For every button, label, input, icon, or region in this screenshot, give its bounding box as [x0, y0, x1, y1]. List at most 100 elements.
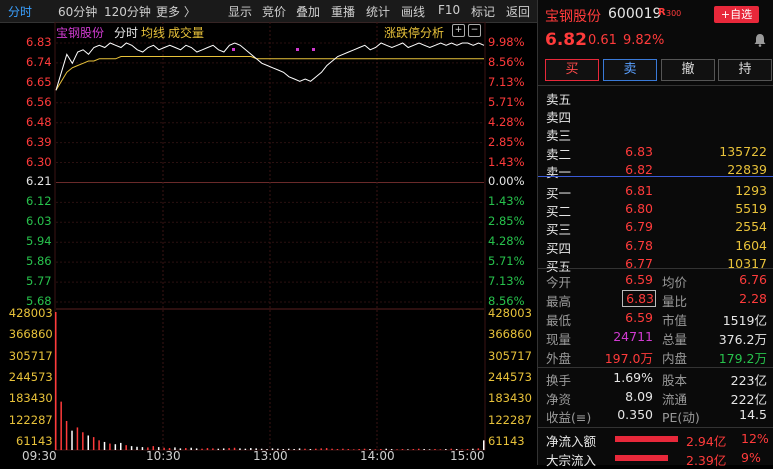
limit-analysis-button[interactable]: 涨跌停分析: [384, 26, 445, 40]
r-badge: R: [658, 7, 666, 18]
volume-bar: [277, 448, 279, 450]
book-price[interactable]: 6.80: [625, 201, 653, 217]
book-volume: 1293: [735, 183, 767, 198]
zoom-in-icon[interactable]: +: [452, 24, 465, 37]
back-button[interactable]: 返回: [506, 5, 531, 19]
price-tick-label: 6.74: [26, 54, 52, 69]
outer-value: 197.0万: [604, 351, 653, 366]
price-tick-label: 6.12: [26, 194, 52, 209]
open-label: 今开: [546, 275, 572, 290]
stats-button[interactable]: 统计: [366, 5, 391, 19]
volume-bar: [325, 448, 328, 450]
volume-bar: [439, 449, 442, 450]
book-price[interactable]: 6.79: [625, 219, 653, 235]
price-tick-label: 6.39: [26, 134, 52, 149]
nav-label: 净资: [546, 392, 572, 407]
replay-button[interactable]: 重播: [331, 5, 356, 19]
book-volume: 135722: [719, 143, 767, 159]
volume-bar: [228, 448, 230, 450]
tab-more[interactable]: 更多 〉: [156, 5, 196, 19]
volume-bar: [152, 446, 155, 450]
add-watchlist-button[interactable]: +自选: [714, 6, 759, 23]
capital-label: 股本: [662, 373, 688, 388]
book-level-label: 卖四: [546, 110, 572, 126]
volume-bar: [304, 448, 306, 450]
total-vol-label: 总量: [662, 332, 688, 347]
volume-bar: [82, 432, 84, 450]
mark-button[interactable]: 标记: [471, 5, 496, 19]
book-level-label: 买五: [546, 258, 572, 274]
inner-label: 内盘: [662, 351, 688, 366]
vol-ratio-value: 2.28: [739, 291, 767, 306]
zoom-out-icon[interactable]: −: [468, 24, 481, 37]
inner-value: 179.2万: [718, 351, 767, 366]
sell-button[interactable]: 卖: [603, 59, 657, 81]
volume-bar: [98, 440, 100, 450]
chart-stock-name: 宝钢股份: [56, 26, 105, 40]
price-tick-label: 6.56: [26, 94, 52, 109]
volume-bar: [450, 448, 452, 450]
auction-button[interactable]: 竞价: [262, 5, 287, 19]
volume-bar: [157, 447, 160, 450]
volume-bar: [347, 449, 350, 450]
price-tick-label: 6.30: [26, 154, 52, 169]
volume-bar: [374, 449, 377, 450]
pct-tick-label: 8.56%: [488, 294, 525, 308]
buy-button[interactable]: 买: [545, 59, 599, 81]
book-price[interactable]: 6.82: [625, 161, 653, 177]
flow-label: 大宗流入: [546, 453, 597, 468]
flow-bar: [615, 436, 678, 442]
overlay-button[interactable]: 叠加: [296, 5, 321, 19]
volume-bar: [331, 448, 333, 450]
volume-tick-label: 305717: [488, 348, 532, 363]
avg-label: 均价: [662, 275, 688, 290]
f10-button[interactable]: F10: [438, 3, 461, 17]
tab-60min[interactable]: 60分钟: [58, 5, 98, 19]
volume-bar: [309, 449, 312, 450]
book-price[interactable]: 6.78: [625, 237, 653, 253]
book-level-label: 卖一: [546, 164, 572, 180]
book-price[interactable]: 6.81: [625, 183, 653, 198]
volume-bar: [380, 449, 382, 450]
volume-bar: [195, 448, 198, 450]
volume-bar: [363, 448, 366, 450]
pct-tick-label: 5.71%: [488, 254, 525, 269]
volume-bar: [434, 449, 436, 450]
high-label: 最高: [546, 294, 572, 309]
pct-tick-label: 9.98%: [488, 35, 525, 49]
chart-mode-label: 分时: [114, 26, 139, 40]
holdings-button[interactable]: 持: [718, 59, 772, 81]
volume-tick-label: 244573: [8, 370, 53, 384]
volume-bar: [65, 420, 68, 450]
volume-bar: [477, 448, 480, 450]
volume-bar: [428, 449, 431, 450]
bell-icon[interactable]: [753, 33, 767, 47]
book-price[interactable]: 6.83: [625, 143, 653, 159]
price-tick-label: 5.77: [26, 274, 52, 289]
volume-bar: [445, 449, 447, 450]
book-price[interactable]: 6.77: [625, 255, 653, 271]
book-level-label: 买三: [546, 222, 572, 238]
book-level-label: 卖五: [546, 92, 572, 107]
book-level-label: 卖二: [546, 146, 572, 162]
low-label: 最低: [546, 313, 572, 328]
volume-bar: [103, 441, 106, 450]
cancel-order-button[interactable]: 撤: [661, 59, 715, 81]
pct-tick-label: 5.71%: [488, 94, 525, 109]
turnover-value: 1.69%: [613, 370, 653, 385]
eps-value: 0.350: [617, 407, 653, 422]
tab-intraday[interactable]: 分时: [8, 5, 33, 19]
vol-ratio-label: 量比: [662, 294, 688, 309]
volume-bar: [201, 448, 203, 450]
open-value: 6.59: [625, 272, 653, 287]
pct-tick-label: 2.85%: [488, 214, 525, 229]
tab-120min[interactable]: 120分钟: [104, 5, 151, 19]
marker-dot: [312, 48, 315, 51]
volume-tick-label: 244573: [488, 370, 532, 384]
volume-bar: [76, 427, 79, 450]
book-level-label: 买二: [546, 204, 572, 220]
draw-button[interactable]: 画线: [401, 5, 426, 19]
marker-dot: [232, 48, 235, 51]
outer-label: 外盘: [546, 351, 572, 366]
display-button[interactable]: 显示: [228, 5, 253, 19]
